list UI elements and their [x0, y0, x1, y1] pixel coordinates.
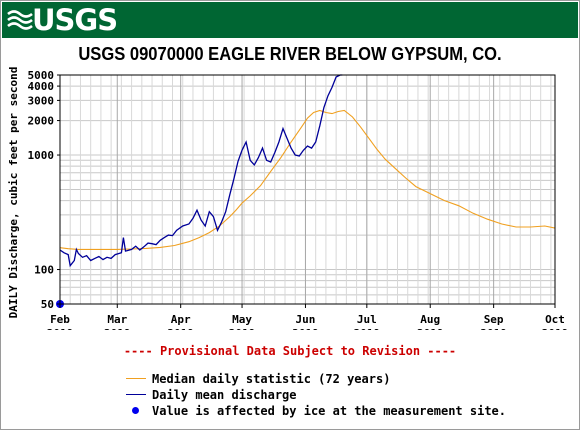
x-tick-month: Feb — [50, 313, 70, 326]
chart-title: USGS 09070000 EAGLE RIVER BELOW GYPSUM, … — [78, 44, 502, 64]
legend-label-ice: Value is affected by ice at the measurem… — [152, 404, 507, 418]
x-tick-year: 2019 — [47, 327, 74, 330]
x-tick-year: 2019 — [542, 327, 569, 330]
x-tick-year: 2019 — [104, 327, 131, 330]
x-tick-month: Apr — [171, 313, 191, 326]
usgs-logo-text: USGS — [32, 3, 118, 37]
x-tick-year: 2019 — [167, 327, 194, 330]
plot-border — [59, 74, 556, 305]
legend-label-daily-mean: Daily mean discharge — [152, 388, 297, 402]
usgs-header-bar: USGS — [2, 2, 578, 38]
y-tick-label: 100 — [34, 264, 54, 277]
median-series-line — [59, 109, 556, 250]
x-tick-month: Oct — [545, 313, 565, 326]
y-tick-label: 5000 — [28, 69, 55, 82]
daily-mean-series-line — [59, 74, 343, 268]
y-axis-label: DAILY Discharge, cubic feet per second — [7, 67, 20, 319]
x-tick-month: Aug — [420, 313, 440, 326]
y-tick-label: 3000 — [28, 94, 55, 107]
x-tick-month: Mar — [107, 313, 127, 326]
x-tick-year: 2019 — [354, 327, 381, 330]
y-tick-label: 2000 — [28, 115, 55, 128]
x-tick-month: Jul — [357, 313, 377, 326]
x-tick-year: 2019 — [229, 327, 256, 330]
x-tick-month: May — [232, 313, 252, 326]
y-tick-label: 4000 — [28, 80, 55, 93]
x-tick-month: Jun — [296, 313, 316, 326]
x-tick-month: Sep — [484, 313, 504, 326]
legend-swatch-daily-mean — [126, 394, 146, 395]
usgs-wave-icon — [7, 10, 33, 30]
x-tick-year: 2019 — [417, 327, 444, 330]
legend-swatch-ice — [132, 407, 139, 414]
x-tick-year: 2019 — [292, 327, 319, 330]
x-tick-labels: Feb2019Mar2019Apr2019May2019Jun2019Jul20… — [47, 304, 569, 330]
grid-lines — [59, 75, 556, 304]
y-tick-label: 1000 — [28, 149, 55, 162]
x-tick-year: 2019 — [480, 327, 507, 330]
y-tick-label: 50 — [41, 298, 54, 311]
provisional-annotation: ---- Provisional Data Subject to Revisio… — [123, 344, 457, 358]
legend-swatch-median — [126, 378, 146, 379]
legend-label-median: Median daily statistic (72 years) — [152, 372, 391, 386]
